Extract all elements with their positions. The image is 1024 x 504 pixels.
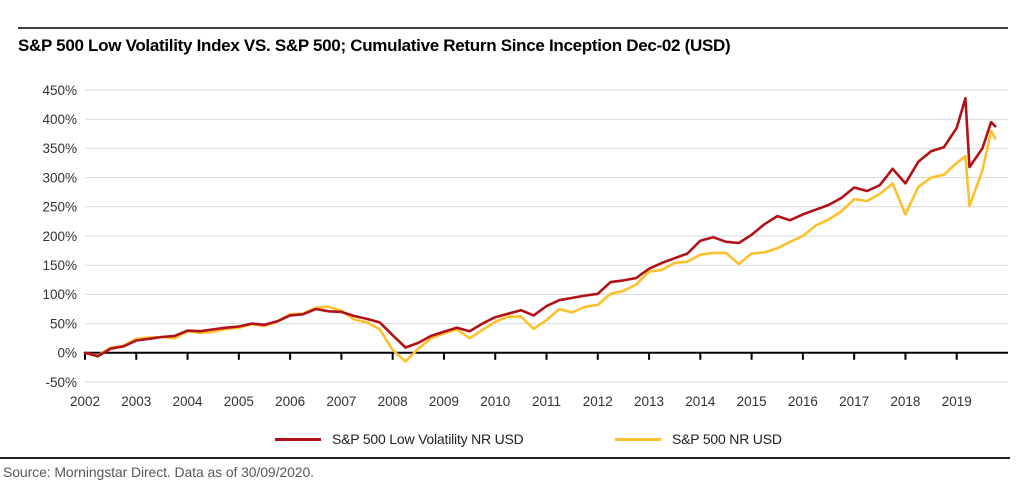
x-tick-label: 2008 [378, 394, 408, 409]
x-tick-label: 2012 [583, 394, 613, 409]
y-tick-label: 50% [50, 316, 77, 331]
x-tick-label: 2002 [70, 394, 100, 409]
y-tick-label: 300% [42, 170, 77, 185]
y-tick-label: 200% [42, 229, 77, 244]
cumulative-return-line-chart: 450% 400% 350% 300% 250% 200% 150% 100% 50% 0% -50… [42, 83, 1008, 409]
y-tick-label: 100% [42, 287, 77, 302]
low-volatility-line-swatch [275, 437, 321, 441]
top-divider [18, 27, 1008, 29]
x-tick-label: 2005 [224, 394, 254, 409]
legend-item-sp500: S&P 500 NR USD [615, 429, 782, 449]
source-note: Source: Morningstar Direct. Data as of 3… [3, 464, 314, 480]
y-tick-label: 400% [42, 112, 77, 127]
x-tick-label: 2011 [532, 394, 561, 409]
legend-item-low-volatility: S&P 500 Low Volatility NR USD [275, 429, 524, 449]
x-tick-label: 2003 [121, 394, 151, 409]
x-tick-label: 2017 [839, 394, 869, 409]
bottom-divider [0, 457, 1010, 459]
x-tick-label: 2010 [480, 394, 510, 409]
x-tick-label: 2009 [429, 394, 459, 409]
x-tick-label: 2015 [737, 394, 767, 409]
x-tick-label: 2013 [634, 394, 664, 409]
y-tick-label: 250% [42, 200, 77, 215]
x-tick-label: 2007 [326, 394, 356, 409]
x-tick-label: 2004 [173, 394, 204, 409]
y-tick-label: 350% [42, 141, 77, 156]
y-tick-label: 450% [42, 83, 77, 98]
legend-label-sp500: S&P 500 NR USD [672, 431, 782, 447]
x-tick-label: 2014 [685, 394, 716, 409]
x-tick-label: 2018 [890, 394, 920, 409]
y-tick-label: 150% [42, 258, 77, 273]
x-tick-label: 2019 [942, 394, 972, 409]
series-line-low-volatility [83, 96, 997, 358]
x-tick-label: 2006 [275, 394, 305, 409]
sp500-line-swatch [615, 437, 661, 441]
y-tick-label: 0% [57, 346, 77, 361]
x-tick-label: 2016 [788, 394, 818, 409]
y-tick-label: -50% [45, 375, 77, 390]
chart-title: S&P 500 Low Volatility Index VS. S&P 500… [18, 36, 731, 55]
legend-label-low-volatility: S&P 500 Low Volatility NR USD [332, 431, 524, 447]
chart-legend: S&P 500 Low Volatility NR USD S&P 500 NR… [0, 429, 1024, 449]
